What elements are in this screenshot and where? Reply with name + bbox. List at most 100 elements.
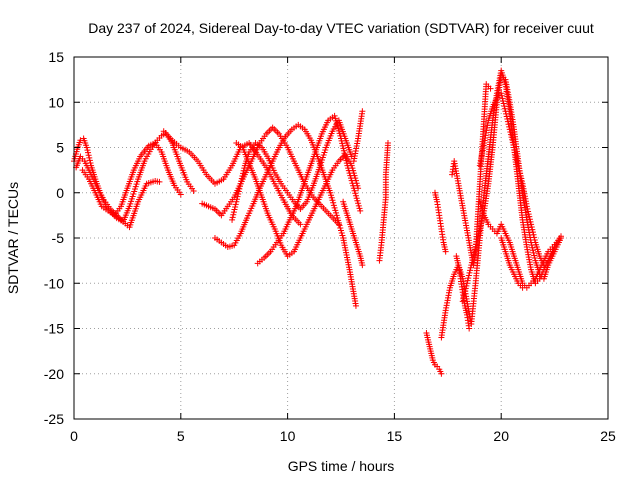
series-arc-11	[350, 108, 366, 165]
data-point	[332, 207, 339, 214]
data-point	[500, 97, 507, 104]
data-point	[529, 244, 536, 251]
data-layer	[71, 67, 565, 377]
data-point	[335, 219, 342, 226]
data-point	[333, 209, 340, 216]
data-point	[528, 224, 535, 231]
y-tick-label: 5	[56, 140, 64, 156]
data-point	[352, 192, 359, 199]
series-arc-10	[340, 198, 366, 269]
series-arc-7	[229, 117, 355, 223]
data-point	[356, 205, 363, 212]
x-tick-label: 25	[600, 428, 616, 444]
y-tick-label: -10	[44, 275, 64, 291]
data-point	[333, 212, 340, 219]
data-point	[442, 248, 449, 255]
data-point	[351, 187, 358, 194]
data-point	[504, 116, 511, 123]
data-point	[359, 108, 366, 115]
y-tick-label: -5	[52, 230, 65, 246]
data-point	[503, 110, 510, 117]
data-point	[232, 201, 239, 208]
data-point	[345, 167, 352, 174]
x-tick-label: 10	[280, 428, 296, 444]
series-arc-20	[453, 253, 473, 332]
data-point	[353, 195, 360, 202]
data-point	[466, 269, 473, 276]
data-point	[509, 136, 516, 143]
data-point	[530, 249, 537, 256]
data-point	[465, 272, 472, 279]
data-point	[527, 218, 534, 225]
data-point	[348, 177, 355, 184]
x-tick-label: 15	[387, 428, 403, 444]
data-point	[84, 147, 91, 154]
series-arc-19	[498, 235, 526, 291]
data-point	[438, 370, 445, 377]
data-point	[177, 191, 184, 198]
data-point	[344, 162, 351, 169]
data-point	[500, 100, 507, 107]
data-point	[354, 197, 361, 204]
data-point	[487, 85, 494, 92]
data-point	[512, 152, 519, 159]
data-point	[525, 211, 532, 218]
data-point	[231, 206, 238, 213]
data-point	[331, 112, 338, 119]
data-point	[355, 202, 362, 209]
y-tick-label: -20	[44, 366, 64, 382]
data-point	[530, 231, 537, 238]
data-point	[335, 125, 342, 132]
data-point	[338, 227, 344, 234]
data-point	[525, 208, 532, 215]
data-point	[297, 221, 304, 228]
data-point	[526, 216, 533, 223]
data-point	[85, 149, 92, 156]
y-tick-label: -25	[44, 411, 64, 427]
y-tick-label: 10	[48, 94, 64, 110]
data-point	[350, 182, 357, 189]
data-point	[463, 282, 470, 289]
data-point	[347, 175, 354, 182]
data-point	[334, 214, 341, 221]
data-point	[232, 203, 239, 210]
data-point	[350, 185, 357, 192]
data-point	[531, 236, 538, 243]
data-point	[349, 180, 356, 187]
series-arc-2	[73, 153, 163, 231]
data-point	[335, 217, 342, 224]
data-point	[352, 190, 359, 197]
data-point	[235, 191, 242, 198]
data-point	[233, 198, 240, 205]
axis-layer: 0 5 10 15 20 25 -25 -20 -15 -10 -5 0 5 10 15	[44, 49, 616, 444]
series-arc-5	[199, 124, 342, 228]
data-point	[501, 103, 508, 110]
data-point	[504, 118, 511, 125]
data-point	[330, 199, 337, 206]
data-point	[466, 325, 473, 332]
data-point	[510, 141, 517, 148]
data-point	[86, 154, 93, 161]
data-point	[529, 226, 536, 233]
data-point	[531, 234, 538, 241]
data-point	[511, 144, 518, 151]
data-point	[328, 192, 335, 199]
data-point	[236, 185, 243, 192]
data-point	[230, 211, 237, 218]
data-point	[515, 165, 522, 172]
data-point	[229, 214, 236, 221]
data-point	[509, 139, 516, 146]
data-point	[513, 154, 520, 161]
data-point	[524, 205, 531, 212]
data-point	[334, 122, 341, 129]
data-point	[514, 157, 521, 164]
series-arc-9	[254, 112, 364, 267]
data-point	[507, 131, 514, 138]
data-point	[515, 162, 522, 169]
data-point	[499, 95, 506, 102]
data-point	[519, 284, 526, 291]
series-arc-3	[79, 139, 184, 219]
data-point	[355, 200, 362, 207]
data-point	[347, 172, 354, 179]
data-point	[238, 175, 245, 182]
